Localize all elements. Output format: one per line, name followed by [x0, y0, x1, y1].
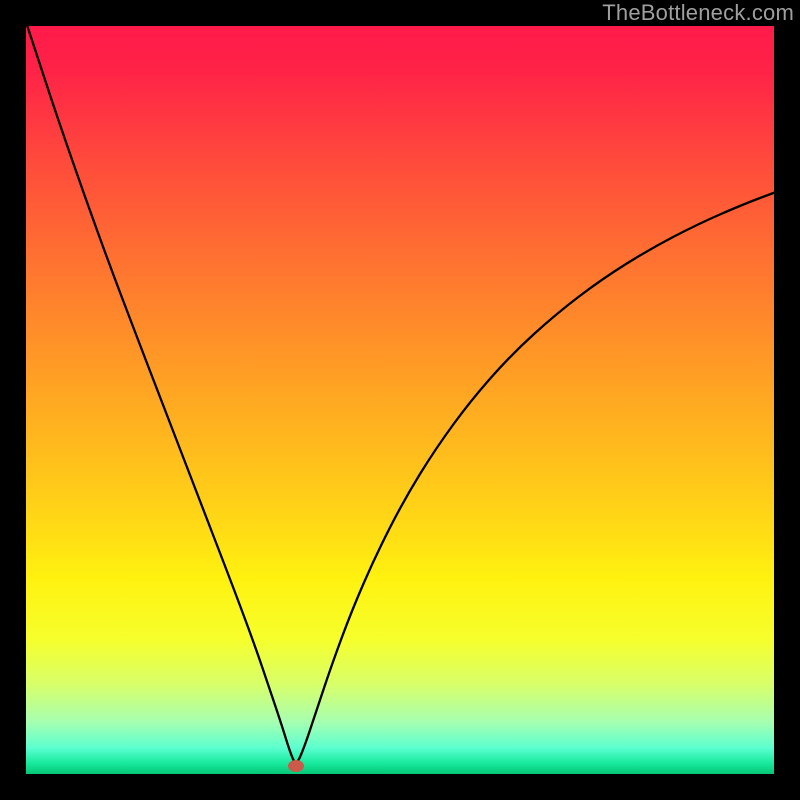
- watermark-text: TheBottleneck.com: [602, 0, 794, 26]
- chart-svg: [0, 0, 800, 800]
- chart-canvas: TheBottleneck.com: [0, 0, 800, 800]
- minimum-marker: [288, 760, 304, 772]
- gradient-plot-area: [26, 26, 774, 774]
